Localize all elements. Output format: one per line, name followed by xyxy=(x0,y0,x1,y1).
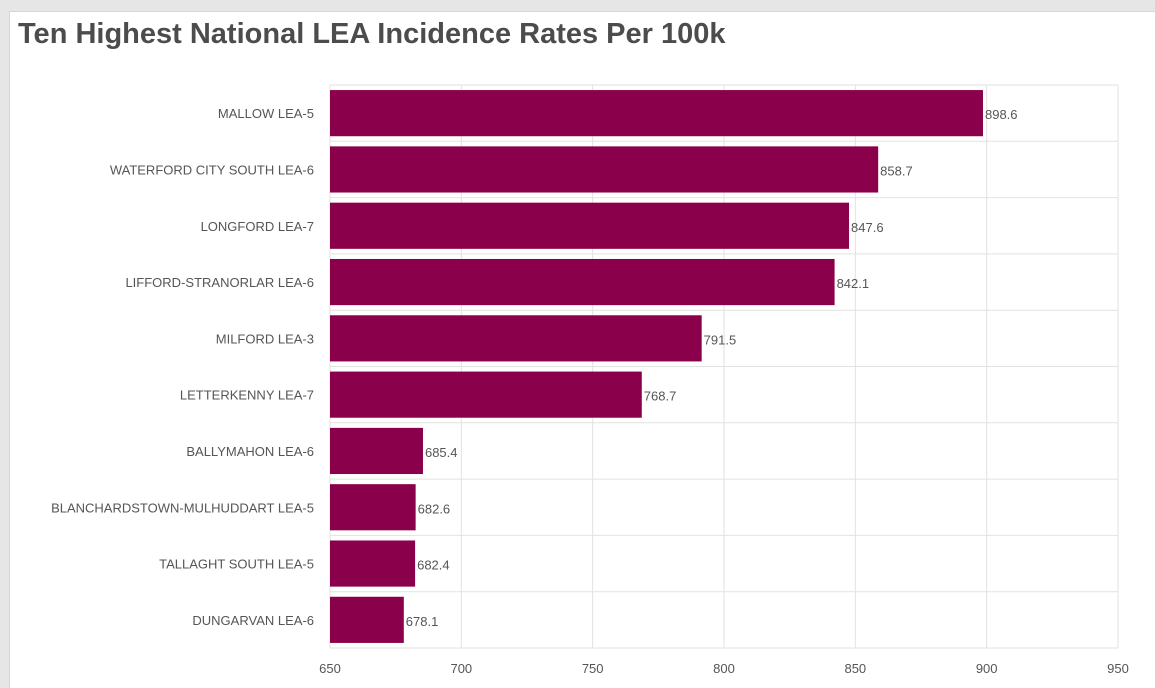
value-label: 847.6 xyxy=(851,220,884,235)
bar xyxy=(330,90,983,137)
x-tick-label: 650 xyxy=(319,661,341,676)
x-tick-label: 900 xyxy=(976,661,998,676)
category-label: MALLOW LEA-5 xyxy=(218,106,314,121)
bar xyxy=(330,427,423,475)
x-tick-label: 850 xyxy=(844,661,866,676)
bar xyxy=(330,596,404,643)
x-tick-label: 950 xyxy=(1107,661,1129,676)
value-label: 682.4 xyxy=(417,558,450,573)
bar xyxy=(330,371,642,418)
grid-lines xyxy=(329,84,1119,649)
category-label: TALLAGHT SOUTH LEA-5 xyxy=(159,557,314,572)
category-label: BLANCHARDSTOWN-MULHUDDART LEA-5 xyxy=(51,500,314,515)
value-label: 858.7 xyxy=(880,163,913,178)
value-label: 898.6 xyxy=(985,107,1018,122)
labels: 650 700 750 800 850 900 950 MALLOW LEA-5 898.6 WA… xyxy=(51,106,1129,676)
bar xyxy=(330,540,416,587)
value-label: 685.4 xyxy=(425,445,458,460)
bar xyxy=(330,146,879,193)
bar xyxy=(330,202,850,249)
value-label: 842.1 xyxy=(837,276,870,291)
value-label: 768.7 xyxy=(644,389,677,404)
bar xyxy=(330,315,702,362)
chart-title: Ten Highest National LEA Incidence Rates… xyxy=(18,18,726,50)
category-label: BALLYMAHON LEA-6 xyxy=(186,444,314,459)
category-label: LONGFORD LEA-7 xyxy=(201,219,314,234)
category-label: WATERFORD CITY SOUTH LEA-6 xyxy=(110,162,314,177)
value-label: 682.6 xyxy=(418,501,451,516)
bar xyxy=(330,484,416,531)
x-tick-label: 800 xyxy=(713,661,735,676)
bars xyxy=(330,90,983,643)
category-label: LIFFORD-STRANORLAR LEA-6 xyxy=(125,275,314,290)
value-label: 678.1 xyxy=(406,614,439,629)
x-tick-label: 700 xyxy=(450,661,472,676)
category-label: LETTERKENNY LEA-7 xyxy=(180,388,314,403)
value-label: 791.5 xyxy=(704,332,737,347)
category-label: DUNGARVAN LEA-6 xyxy=(192,613,314,628)
bar xyxy=(330,258,835,306)
category-label: MILFORD LEA-3 xyxy=(216,331,314,346)
x-tick-label: 750 xyxy=(582,661,604,676)
